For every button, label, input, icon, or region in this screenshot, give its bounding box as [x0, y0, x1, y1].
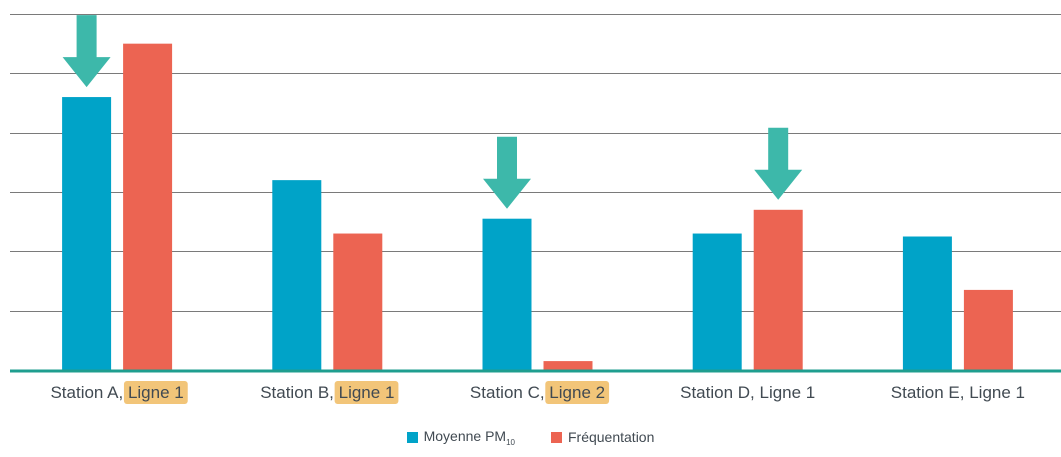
x-tick-label: Station C, Ligne 2: [470, 383, 605, 402]
legend-swatch-frequentation: [550, 431, 562, 443]
down-arrow-icon: [62, 15, 111, 88]
x-tick-label: Station E, Ligne 1: [891, 383, 1025, 402]
x-tick-station: Station A,: [50, 383, 128, 402]
x-tick-line: Ligne 2: [549, 383, 605, 402]
down-arrow-icon: [754, 127, 803, 200]
x-tick-line: Ligne 1: [759, 383, 815, 402]
x-tick-line: Ligne 1: [339, 383, 395, 402]
x-tick-label: Station B, Ligne 1: [260, 383, 394, 402]
bar: [272, 180, 322, 370]
legend-item-frequentation: Fréquentation: [550, 428, 655, 447]
x-tick-station: Station B,: [260, 383, 338, 402]
x-tick-station: Station C,: [470, 383, 549, 402]
legend-label-frequentation: Fréquentation: [567, 429, 655, 446]
x-tick-label: Station A, Ligne 1: [50, 383, 183, 402]
legend-swatch-pm10: [406, 431, 418, 443]
x-tick-line: Ligne 1: [969, 383, 1025, 402]
x-tick-line: Ligne 1: [128, 383, 184, 402]
bar-chart: Station A, Ligne 1 Station B, Ligne 1 Stat…: [10, 14, 1061, 404]
x-tick-station: Station D,: [680, 383, 759, 402]
line-highlight: [123, 381, 188, 404]
legend: Moyenne PM10 Fréquentation: [0, 428, 1061, 447]
legend-item-pm10: Moyenne PM10: [406, 428, 515, 447]
bar: [62, 97, 112, 371]
line-highlight: [334, 381, 399, 404]
bar: [902, 236, 952, 370]
line-highlight: [545, 381, 610, 404]
down-arrow-icon: [483, 136, 531, 209]
bar: [123, 43, 173, 371]
bar: [963, 289, 1013, 370]
bar: [543, 361, 593, 370]
bar: [692, 233, 742, 370]
x-tick-station: Station E,: [891, 383, 969, 402]
x-tick-label: Station D, Ligne 1: [680, 383, 815, 402]
bar: [333, 233, 383, 370]
bar: [482, 218, 532, 370]
legend-label-pm10: Moyenne PM10: [423, 428, 515, 447]
bar: [753, 209, 803, 370]
